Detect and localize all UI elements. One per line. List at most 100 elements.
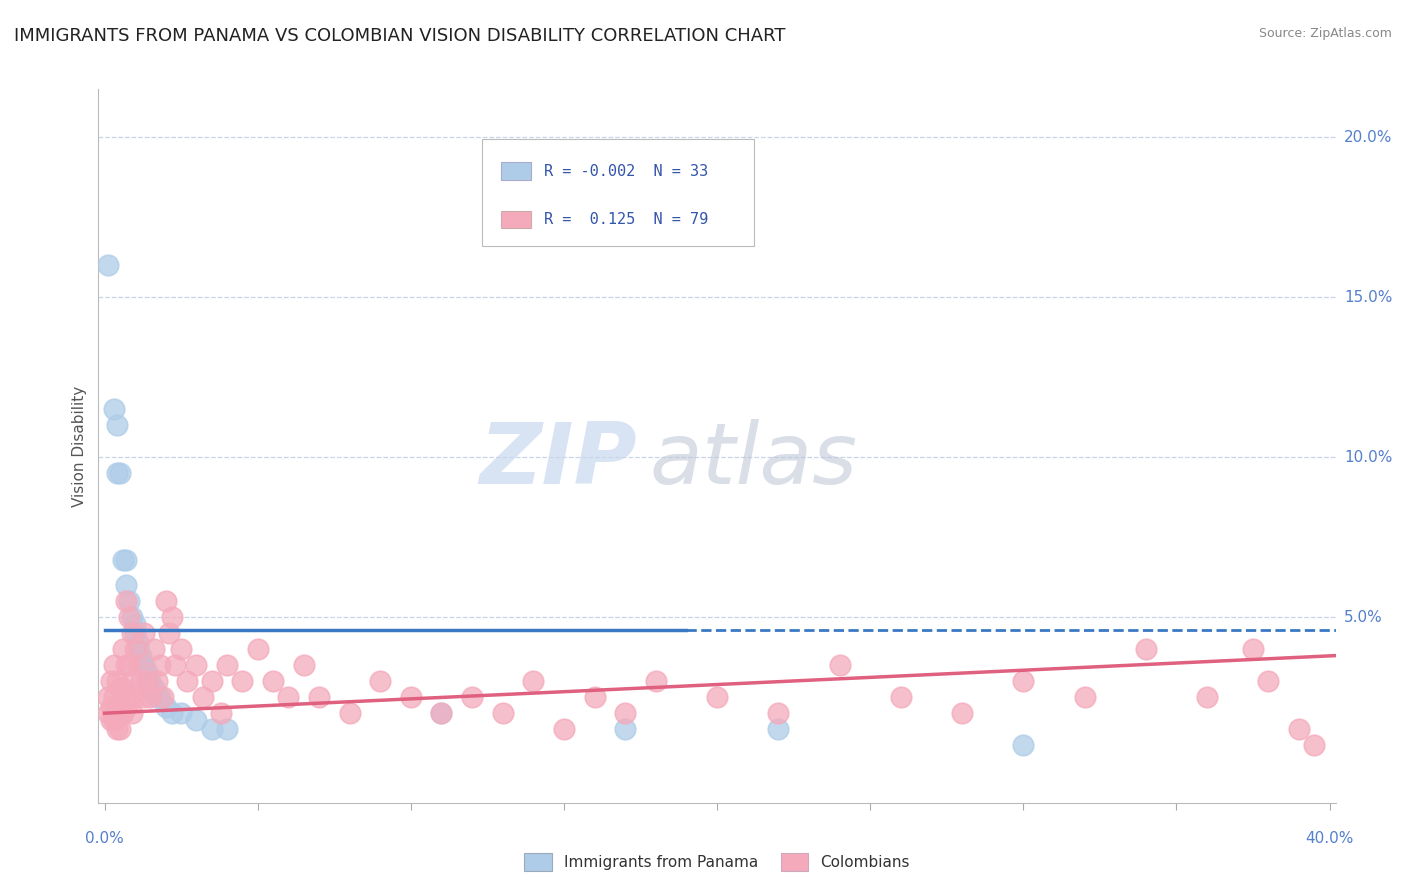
Text: R = -0.002  N = 33: R = -0.002 N = 33 (544, 164, 709, 178)
Point (209, 706, 232, 721)
Text: ZIP: ZIP (479, 418, 637, 502)
Point (553, 722, 575, 736)
Legend: Immigrants from Panama, Colombians: Immigrants from Panama, Colombians (517, 847, 917, 877)
Point (768, 706, 790, 721)
Point (201, 674, 224, 689)
Point (124, 642, 146, 657)
Point (121, 706, 143, 721)
Point (115, 552, 138, 566)
Point (127, 642, 149, 657)
Point (201, 722, 224, 736)
Point (111, 552, 134, 566)
Point (399, 690, 422, 705)
Point (1135, 642, 1157, 657)
Point (430, 706, 453, 721)
Point (706, 690, 728, 705)
Point (115, 578, 138, 592)
Point (176, 674, 198, 689)
Point (121, 610, 143, 624)
Point (890, 690, 912, 705)
Point (108, 722, 131, 736)
Point (105, 699, 128, 714)
Point (583, 690, 606, 705)
Point (292, 658, 315, 673)
Point (308, 690, 330, 705)
Point (134, 658, 156, 673)
Point (950, 706, 973, 721)
Point (1012, 674, 1035, 689)
Point (124, 690, 146, 705)
Text: 5.0%: 5.0% (1344, 610, 1382, 624)
FancyBboxPatch shape (501, 162, 531, 180)
Point (108, 466, 131, 480)
Point (121, 626, 143, 640)
Point (186, 713, 208, 727)
Point (100, 713, 122, 727)
Point (136, 674, 159, 689)
Point (115, 658, 138, 673)
Point (105, 674, 128, 689)
Text: atlas: atlas (650, 418, 858, 502)
Point (129, 674, 152, 689)
Point (1257, 674, 1279, 689)
Point (149, 690, 172, 705)
Point (139, 681, 162, 695)
Point (186, 658, 208, 673)
Y-axis label: Vision Disability: Vision Disability (72, 385, 87, 507)
Text: 10.0%: 10.0% (1344, 450, 1392, 465)
Text: 15.0%: 15.0% (1344, 290, 1392, 305)
Point (191, 690, 214, 705)
Point (142, 681, 165, 695)
Point (97, 690, 120, 705)
Point (105, 418, 128, 433)
Point (262, 674, 284, 689)
Point (139, 674, 162, 689)
Text: R =  0.125  N = 79: R = 0.125 N = 79 (544, 212, 709, 227)
Point (127, 658, 149, 673)
Point (97, 258, 120, 272)
Point (339, 706, 361, 721)
FancyBboxPatch shape (482, 139, 754, 246)
Point (1241, 642, 1264, 657)
Point (100, 699, 122, 714)
Point (111, 642, 134, 657)
Point (492, 706, 515, 721)
Text: 20.0%: 20.0% (1344, 129, 1392, 145)
Point (103, 690, 125, 705)
Point (522, 674, 544, 689)
FancyBboxPatch shape (501, 211, 531, 228)
Point (155, 699, 177, 714)
Point (105, 466, 128, 480)
Point (157, 626, 180, 640)
Point (1073, 690, 1095, 705)
Point (215, 722, 238, 736)
Point (1303, 738, 1326, 752)
Point (134, 690, 156, 705)
Point (170, 642, 193, 657)
Point (127, 636, 149, 650)
Text: 0.0%: 0.0% (86, 830, 124, 846)
Point (149, 658, 172, 673)
Point (129, 648, 152, 663)
Point (430, 706, 453, 721)
Point (139, 690, 162, 705)
Point (118, 610, 141, 624)
Point (111, 681, 134, 695)
Point (163, 658, 186, 673)
Point (461, 690, 484, 705)
Point (160, 610, 183, 624)
Point (115, 594, 138, 608)
Point (155, 594, 177, 608)
Point (246, 642, 269, 657)
Point (124, 626, 146, 640)
Point (215, 658, 238, 673)
Point (108, 681, 131, 695)
Point (231, 674, 253, 689)
Point (160, 706, 183, 721)
Point (108, 706, 131, 721)
Point (142, 642, 165, 657)
Point (115, 699, 138, 714)
Point (768, 722, 790, 736)
Point (134, 626, 156, 640)
Text: 40.0%: 40.0% (1305, 830, 1354, 846)
